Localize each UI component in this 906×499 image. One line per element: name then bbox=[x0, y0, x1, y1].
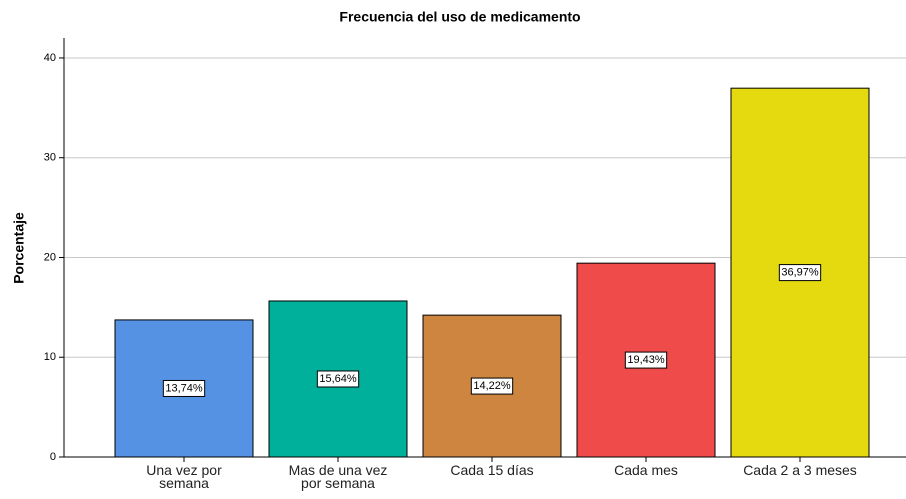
x-tick-label: Cada 2 a 3 meses bbox=[743, 462, 857, 478]
y-axis-label: Porcentaje bbox=[11, 212, 27, 284]
value-label-box bbox=[470, 377, 514, 395]
y-tick-label: 40 bbox=[44, 52, 56, 64]
x-tick-label: Cada 15 días bbox=[450, 462, 534, 478]
value-label: 14,22% bbox=[473, 380, 511, 392]
y-tick-label: 10 bbox=[44, 351, 56, 363]
value-label: 13,74% bbox=[165, 382, 203, 394]
value-label: 19,43% bbox=[627, 354, 665, 366]
y-tick-label: 20 bbox=[44, 251, 56, 263]
value-label: 15,64% bbox=[319, 373, 357, 385]
x-tick-label: Cada mes bbox=[614, 462, 678, 478]
value-label-box bbox=[162, 379, 206, 397]
y-tick-label: 30 bbox=[44, 152, 56, 164]
y-tick-label: 0 bbox=[50, 451, 56, 463]
value-label-box bbox=[316, 370, 360, 388]
value-label-box bbox=[778, 264, 822, 282]
x-tick-label: Mas de una vez por semana bbox=[288, 462, 388, 491]
value-label-box bbox=[624, 351, 668, 369]
value-label: 36,97% bbox=[781, 266, 819, 278]
chart-title: Frecuencia del uso de medicamento bbox=[339, 9, 580, 25]
x-tick-label: Una vez por semana bbox=[146, 462, 222, 491]
